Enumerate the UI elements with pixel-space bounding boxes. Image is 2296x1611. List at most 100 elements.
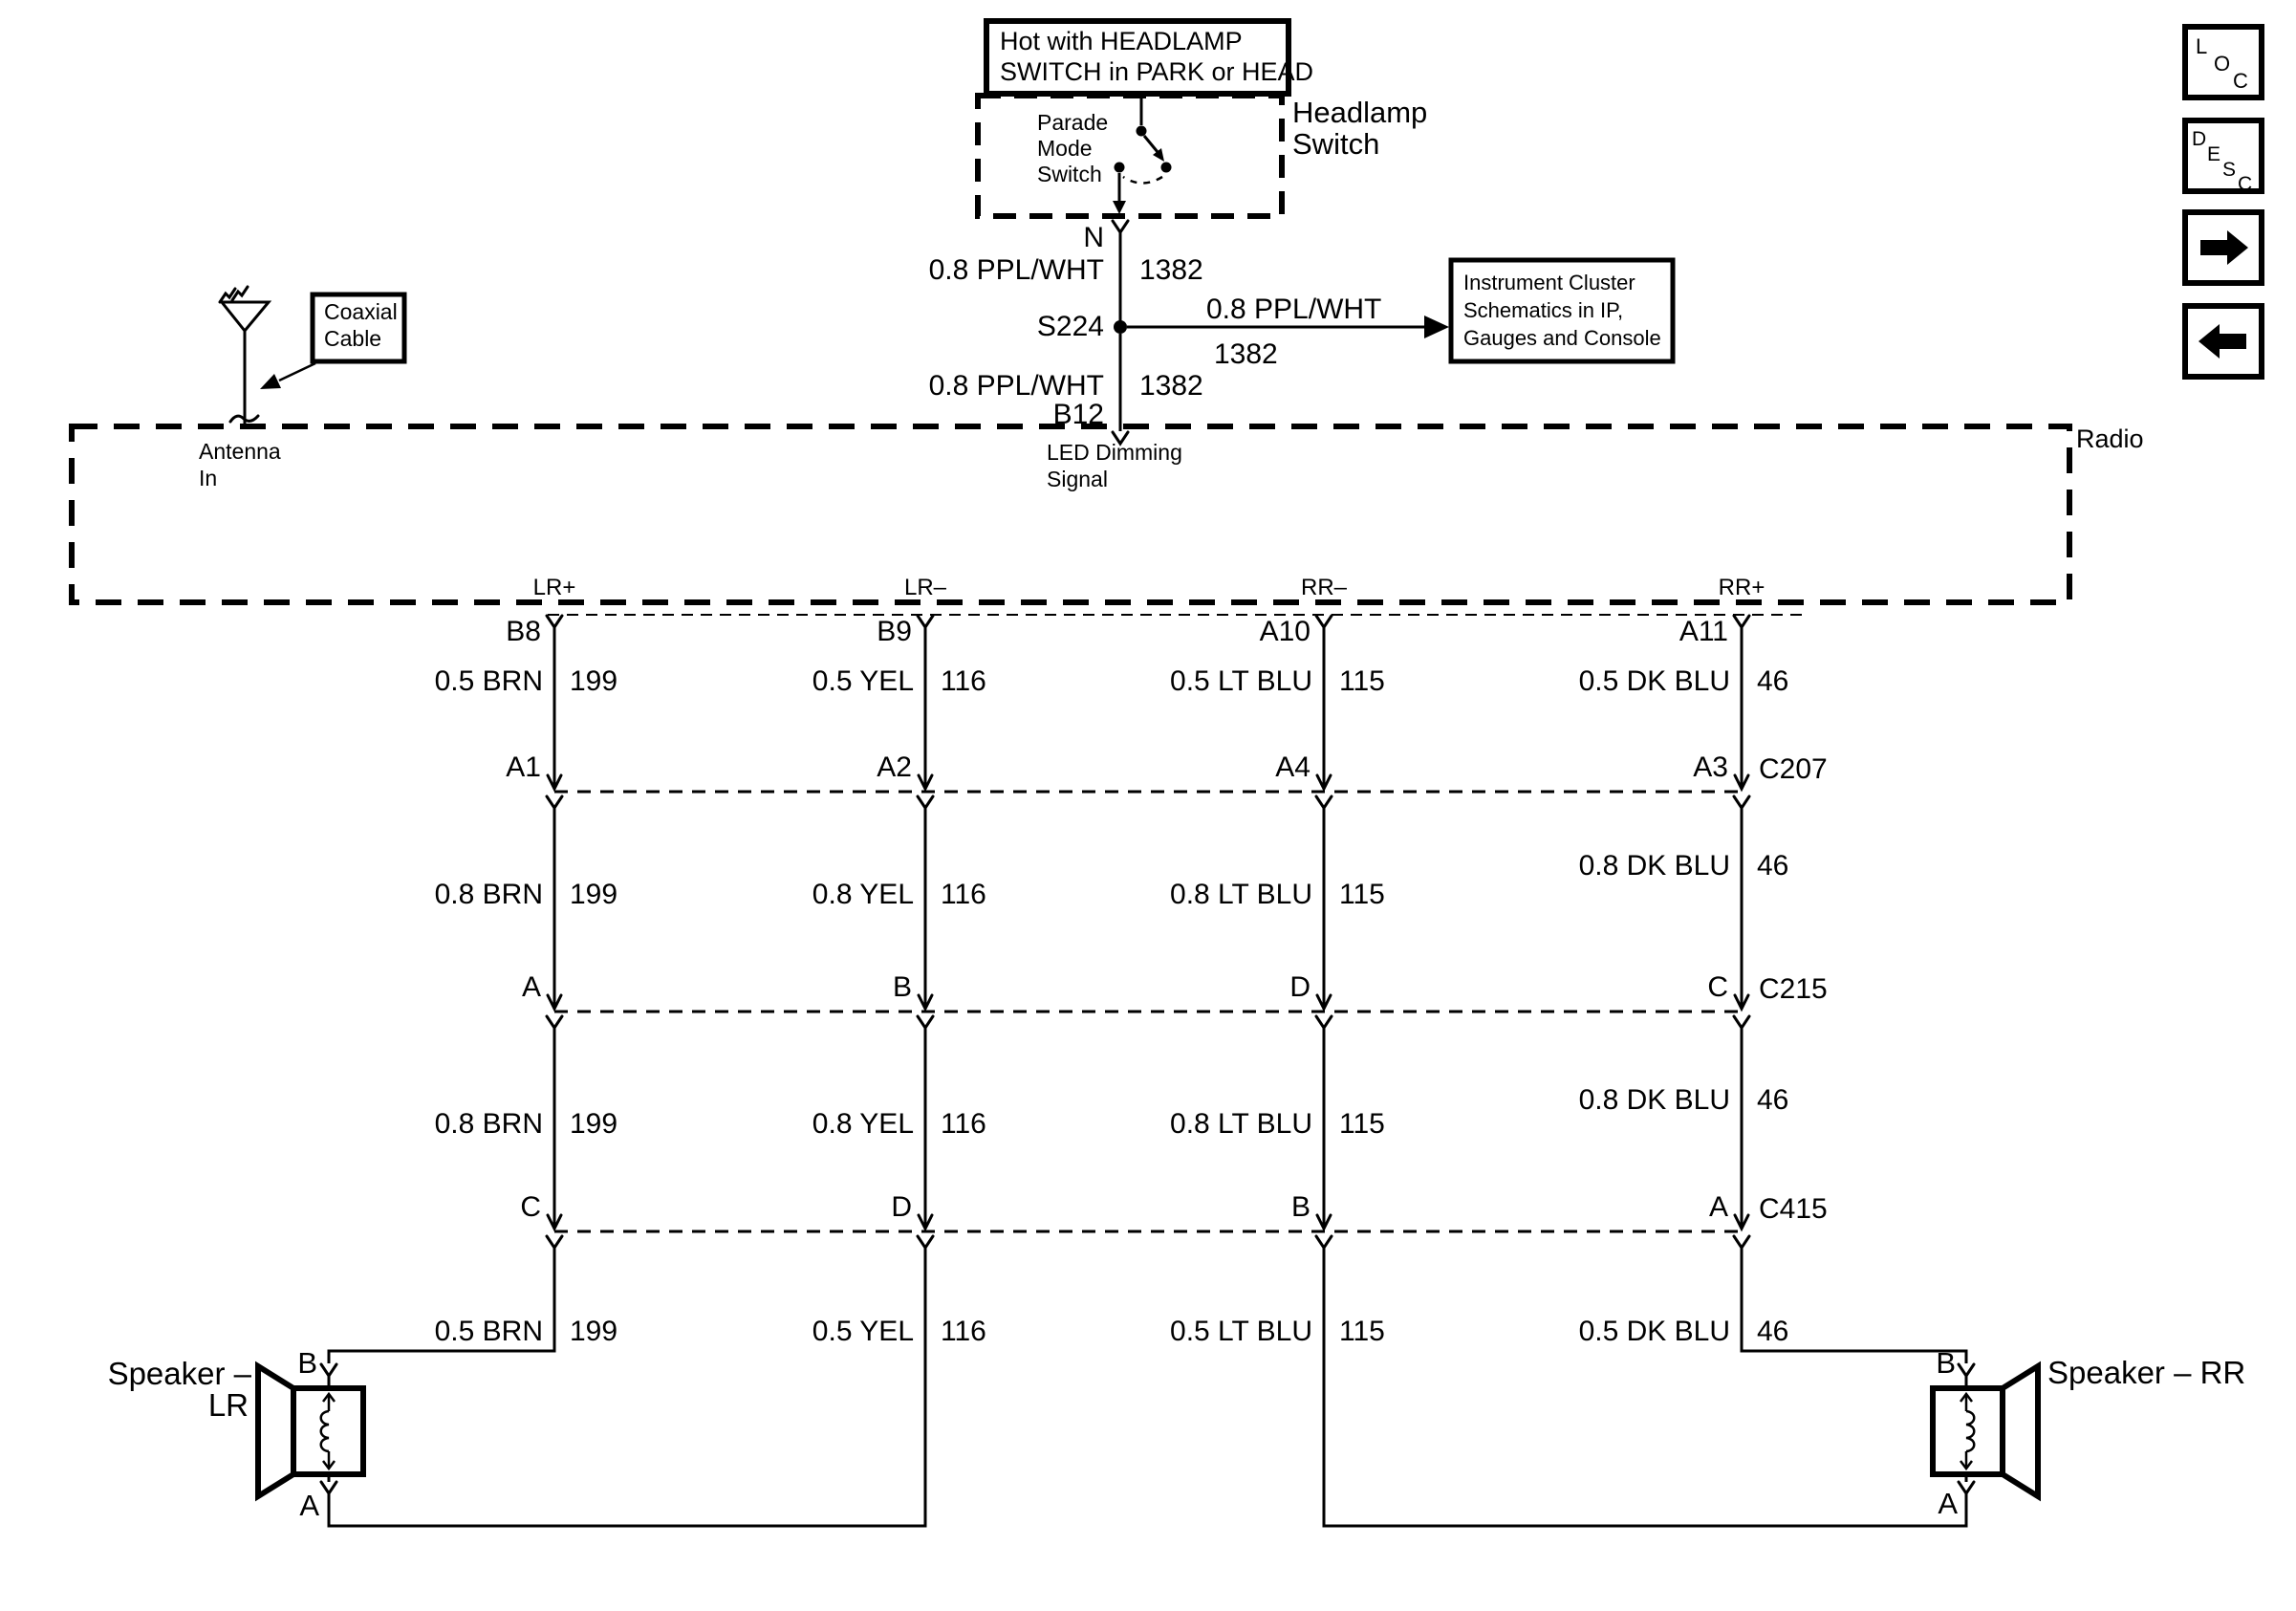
switch-contact-dot <box>1160 162 1172 173</box>
led-dimming-label-line1: LED Dimming <box>1047 440 1182 465</box>
speaker-icon <box>255 1361 366 1502</box>
circuit-column-rr-minus: A10 0.5 LT BLU 115 A4 0.8 LT BLU 115 D 0… <box>1170 614 1968 1528</box>
desc-letter: C <box>2238 173 2252 195</box>
wire-label: 0.8 BRN <box>435 879 543 910</box>
wire-label: 0.5 DK BLU <box>1579 1316 1730 1347</box>
circuit-number: 115 <box>1339 1316 1385 1347</box>
switch-symbol-icon <box>1113 96 1172 214</box>
coaxial-line2: Cable <box>324 326 381 351</box>
terminal-chevron-icon <box>1111 219 1130 235</box>
radio-outline <box>69 424 2072 605</box>
terminal-chevron-icon <box>1957 1362 1976 1379</box>
instrument-note-line1: Instrument Cluster <box>1463 271 1635 294</box>
terminal-chevron-icon <box>1732 614 1751 630</box>
headlamp-switch-label-line2: Switch <box>1292 127 1379 161</box>
wire-label: 0.5 LT BLU <box>1170 665 1312 697</box>
terminal-chevron-icon <box>1314 614 1333 630</box>
circuit-number: 1382 <box>1139 370 1203 402</box>
pin-label: B8 <box>506 616 541 647</box>
led-dimming-label-line2: Signal <box>1047 467 1108 491</box>
connector-label: C215 <box>1759 973 1828 1005</box>
voice-coil <box>1965 1409 1976 1453</box>
loc-button[interactable]: L O C <box>2182 24 2264 100</box>
speaker-cone <box>2000 1361 2041 1502</box>
wire-arrowheads <box>1733 773 1750 1232</box>
voice-coil-arrows <box>1960 1391 1973 1471</box>
coaxial-pointer-line <box>278 361 316 382</box>
terminal-chevrons <box>1732 795 1751 1251</box>
antenna-cone <box>218 300 272 334</box>
antenna-base <box>228 414 260 424</box>
headlamp-switch: Parade Mode Switch Headlamp Switch <box>975 93 1427 219</box>
back-button[interactable] <box>2182 303 2264 380</box>
left-arrow-icon <box>2199 324 2246 359</box>
circuit-number: 46 <box>1757 850 1788 882</box>
radio-output-label: LR+ <box>533 575 576 600</box>
loc-button-box[interactable] <box>2182 24 2264 100</box>
pin-label: A1 <box>506 751 541 783</box>
pin-label: A <box>522 971 541 1003</box>
wire-label: 0.8 PPL/WHT <box>929 370 1104 402</box>
loc-letter: O <box>2214 52 2230 76</box>
wire-label: 0.8 PPL/WHT <box>929 254 1104 286</box>
terminal-chevrons <box>1314 795 1333 1251</box>
speaker-pin-label: B <box>1936 1346 1956 1380</box>
pin-label: A11 <box>1679 616 1728 647</box>
switch-travel-arc <box>1122 175 1163 185</box>
pin-label: A2 <box>877 751 912 783</box>
circuit-number: 116 <box>941 1316 986 1347</box>
pin-label: A <box>1709 1191 1728 1223</box>
desc-button[interactable]: D E S C <box>2182 118 2264 195</box>
parade-mode-label-line1: Parade <box>1037 110 1108 135</box>
circuit-column-lr-plus: B8 0.5 BRN 199 A1 0.8 BRN 199 A 0.8 BRN … <box>327 614 617 1363</box>
coaxial-line1: Coaxial <box>324 299 398 324</box>
voice-coil <box>319 1409 330 1453</box>
wire-label: 0.8 LT BLU <box>1170 879 1312 910</box>
coaxial-pointer-arrowhead <box>260 374 281 389</box>
coaxial-note-box <box>310 292 407 364</box>
wire-arrowheads <box>1315 773 1332 1232</box>
wire-label: 0.8 DK BLU <box>1579 1084 1730 1116</box>
circuit-number: 199 <box>570 665 617 697</box>
instrument-note-line3: Gauges and Console <box>1463 326 1661 350</box>
speaker-lr-label-line2: LR <box>208 1387 249 1423</box>
antenna-in-label-line2: In <box>199 466 217 490</box>
circuit-number: 116 <box>941 879 986 910</box>
pin-label: A4 <box>1275 751 1310 783</box>
branch-arrowhead <box>1424 316 1449 338</box>
circuit-wire <box>1322 627 1968 1528</box>
desc-letter: E <box>2207 143 2220 165</box>
speaker-rr: Speaker – RR B A <box>1930 1346 2245 1520</box>
circuit-number: 1382 <box>1139 254 1203 286</box>
next-button[interactable] <box>2182 209 2264 286</box>
switch-pole-dot <box>1114 162 1125 173</box>
feed-wire: N 0.8 PPL/WHT 1382 S224 0.8 PPL/WHT 1382… <box>929 219 1203 446</box>
wire-label: 0.5 BRN <box>435 1316 543 1347</box>
wire-label: 0.5 LT BLU <box>1170 1316 1312 1347</box>
circuit-number: 199 <box>570 1108 617 1140</box>
wire-label: 0.5 YEL <box>812 665 914 697</box>
speaker-lr: Speaker – LR B A <box>108 1346 366 1522</box>
connector-c215: C215 <box>554 973 1828 1013</box>
pin-label: B9 <box>877 616 912 647</box>
circuit-column-rr-plus: A11 0.5 DK BLU 46 A3 0.8 DK BLU 46 C 0.8… <box>1579 614 1968 1363</box>
nav-buttons: L O C D E S C <box>2182 24 2264 380</box>
pin-label: D <box>891 1191 912 1223</box>
instrument-note-line2: Schematics in IP, <box>1463 298 1623 322</box>
wire-label: 0.8 BRN <box>435 1108 543 1140</box>
wire-label: 0.5 BRN <box>435 665 543 697</box>
terminal-chevron-icon <box>916 614 935 630</box>
wire-label: 0.5 YEL <box>812 1316 914 1347</box>
circuit-column-lr-minus: B9 0.5 YEL 116 A2 0.8 YEL 116 B 0.8 YEL … <box>327 614 986 1528</box>
wire-label: 0.8 YEL <box>812 1108 914 1140</box>
pin-label: B <box>893 971 912 1003</box>
radio-label: Radio <box>2076 425 2144 453</box>
circuit-number: 1382 <box>1214 338 1278 370</box>
pin-label: C <box>1707 971 1728 1003</box>
desc-button-box[interactable] <box>2182 118 2264 194</box>
speaker-pin-label: A <box>299 1489 319 1522</box>
radio-output-label: LR– <box>904 575 947 600</box>
wire-label: 0.8 DK BLU <box>1579 850 1730 882</box>
parade-mode-label-line2: Mode <box>1037 136 1093 161</box>
